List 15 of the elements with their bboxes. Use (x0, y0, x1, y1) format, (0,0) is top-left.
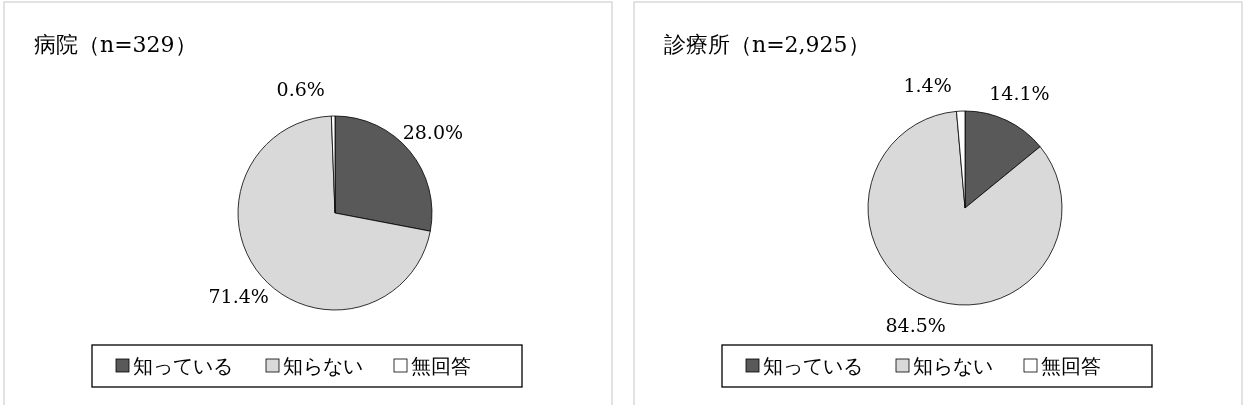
data-label: 71.4% (208, 284, 269, 307)
legend-label: 無回答 (411, 354, 471, 378)
data-label: 28.0% (402, 121, 464, 144)
legend-label: 知らない (913, 354, 993, 378)
pie-slice (867, 110, 1063, 306)
data-label: 14.1% (989, 82, 1050, 105)
data-label: 0.6% (276, 77, 325, 100)
legend-label: 知っている (763, 354, 863, 378)
legend-label: 知らない (283, 354, 363, 378)
chart-title: 病院（n=329） (34, 32, 197, 57)
legend-label: 無回答 (1041, 354, 1101, 378)
data-label: 84.5% (885, 314, 946, 337)
chart-title: 診療所（n=2,925） (664, 32, 870, 57)
legend-label: 知っている (133, 354, 233, 378)
data-label: 1.4% (903, 73, 952, 96)
